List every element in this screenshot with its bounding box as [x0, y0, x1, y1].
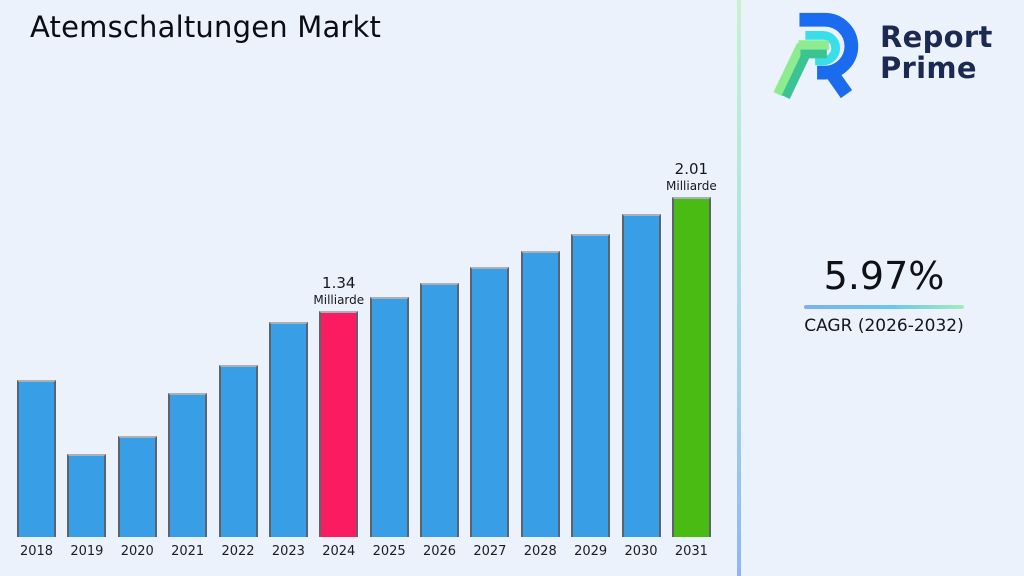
- bar-2020[interactable]: [117, 436, 157, 537]
- value-annotation-2024: 1.34 Milliarde: [313, 274, 364, 307]
- bar-column-2021: 2021: [168, 140, 208, 561]
- bar-2024[interactable]: [319, 311, 359, 537]
- bar-column-2024: 1.34 Milliarde 2024: [313, 140, 364, 561]
- x-axis-label-2023: 2023: [271, 544, 305, 559]
- cagr-value: 5.97%: [823, 254, 945, 298]
- vertical-gradient-divider: [737, 0, 741, 576]
- cagr-block: 5.97% CAGR (2026-2032): [798, 254, 970, 336]
- x-axis-label-2018: 2018: [19, 544, 54, 559]
- bar-stack: [520, 140, 560, 537]
- bar-column-2029: 2029: [571, 140, 611, 561]
- x-axis-label-2026: 2026: [422, 544, 457, 559]
- page-title: Atemschaltungen Markt: [30, 10, 382, 44]
- bar-2021[interactable]: [168, 393, 208, 537]
- x-axis-label-2019: 2019: [70, 544, 104, 559]
- bar-column-2031: 2.01 Milliarde 2031: [666, 140, 717, 561]
- bar-stack: 1.34 Milliarde: [313, 140, 364, 537]
- logo-wordmark: Report Prime: [880, 19, 993, 85]
- bar-column-2027: 2027: [470, 140, 510, 561]
- value-annotation-2031: 2.01 Milliarde: [666, 160, 717, 193]
- annotation-unit: Milliarde: [666, 179, 717, 193]
- bar-2027[interactable]: [470, 267, 510, 537]
- bar-stack: 2.01 Milliarde: [666, 140, 717, 537]
- bar-stack: [268, 140, 308, 537]
- annotation-value: 2.01: [674, 160, 709, 178]
- x-axis-label-2029: 2029: [574, 544, 608, 559]
- bar-column-2030: 2030: [621, 140, 661, 561]
- x-axis-label-2031: 2031: [674, 544, 708, 559]
- bar-column-2020: 2020: [117, 140, 157, 561]
- bar-column-2023: 2023: [268, 140, 308, 561]
- bar-2019[interactable]: [67, 454, 107, 537]
- bar-2025[interactable]: [369, 297, 409, 537]
- bar-2029[interactable]: [571, 234, 611, 537]
- bar-2028[interactable]: [520, 251, 560, 537]
- x-axis-label-2021: 2021: [171, 544, 205, 559]
- bar-2022[interactable]: [218, 365, 258, 537]
- x-axis-label-2030: 2030: [624, 544, 658, 559]
- x-axis-label-2022: 2022: [221, 544, 255, 559]
- bar-column-2018: 2018: [17, 140, 56, 561]
- logo-word-prime: Prime: [880, 51, 977, 85]
- bar-2023[interactable]: [268, 322, 308, 537]
- bar-stack: [67, 140, 107, 537]
- x-axis-label-2028: 2028: [523, 544, 557, 559]
- bar-stack: [117, 140, 157, 537]
- bar-stack: [571, 140, 611, 537]
- bar-2026[interactable]: [420, 283, 459, 537]
- annotation-value: 1.34: [322, 274, 356, 292]
- x-axis-label-2020: 2020: [120, 544, 154, 559]
- logo-word-report: Report: [880, 19, 993, 54]
- bar-column-2025: 2025: [369, 140, 409, 561]
- bar-stack: [369, 140, 409, 537]
- x-axis-label-2025: 2025: [372, 544, 406, 559]
- bar-stack: [470, 140, 510, 537]
- bar-column-2022: 2022: [218, 140, 258, 561]
- bar-column-2026: 2026: [420, 140, 459, 561]
- annotation-unit: Milliarde: [313, 293, 365, 307]
- bar-stack: [621, 140, 661, 537]
- cagr-underline: [804, 305, 964, 309]
- bar-column-2028: 2028: [520, 140, 560, 561]
- report-prime-logo-icon: [773, 12, 859, 99]
- bar-2030[interactable]: [621, 214, 661, 537]
- report-prime-logo: Report Prime: [770, 6, 993, 100]
- cagr-label: CAGR (2026-2032): [804, 316, 964, 336]
- x-axis-label-2027: 2027: [473, 544, 507, 559]
- bar-stack: [218, 140, 258, 537]
- bar-stack: [168, 140, 208, 537]
- x-axis-label-2024: 2024: [322, 544, 356, 559]
- bar-chart: 2018 2019 2020 2021 2022 2023 1.34 Milliarde 202…: [17, 140, 717, 561]
- bar-2031[interactable]: [671, 197, 711, 537]
- bar-2018[interactable]: [17, 380, 56, 537]
- bar-stack: [17, 140, 56, 537]
- bar-stack: [420, 140, 459, 537]
- bar-column-2019: 2019: [67, 140, 107, 561]
